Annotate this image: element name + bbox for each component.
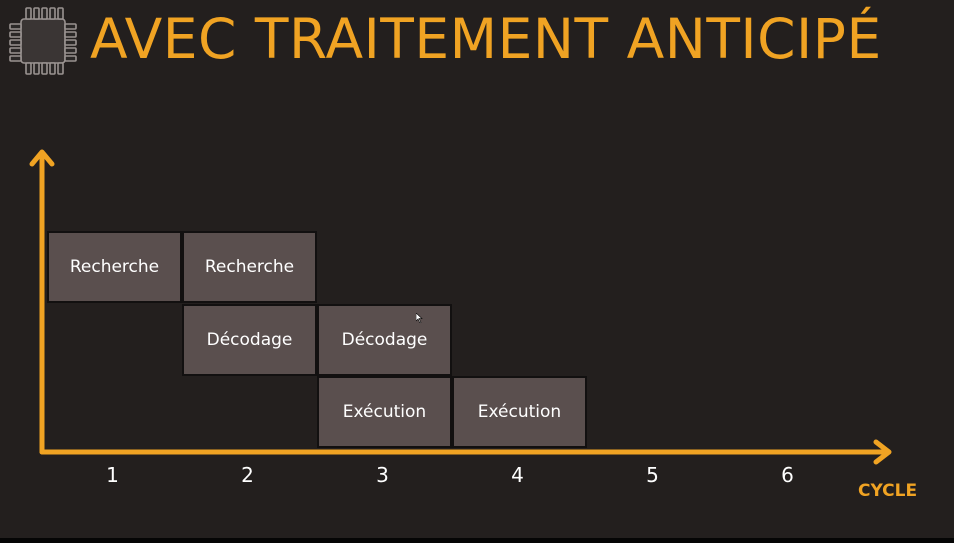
stage-box: Recherche [182, 231, 317, 303]
stage-box: Exécution [317, 376, 452, 448]
x-axis-arrowhead [873, 439, 892, 465]
stage-box: Recherche [47, 231, 182, 303]
x-tick-label: 4 [511, 463, 524, 487]
x-tick-label: 3 [376, 463, 389, 487]
bottom-bar [0, 538, 954, 543]
slide-title: AVEC TRAITEMENT ANTICIPÉ [90, 7, 882, 71]
x-tick-label: 1 [106, 463, 119, 487]
x-tick-label: 2 [241, 463, 254, 487]
x-tick-label: 6 [781, 463, 794, 487]
mouse-cursor-icon [416, 313, 423, 323]
stage-box: Exécution [452, 376, 587, 448]
stage-box: Décodage [317, 304, 452, 376]
stage-box: Décodage [182, 304, 317, 376]
y-axis-arrowhead [29, 149, 55, 167]
chip-icon [9, 7, 77, 75]
x-axis-label: CYCLE [858, 481, 918, 501]
x-tick-label: 5 [646, 463, 659, 487]
